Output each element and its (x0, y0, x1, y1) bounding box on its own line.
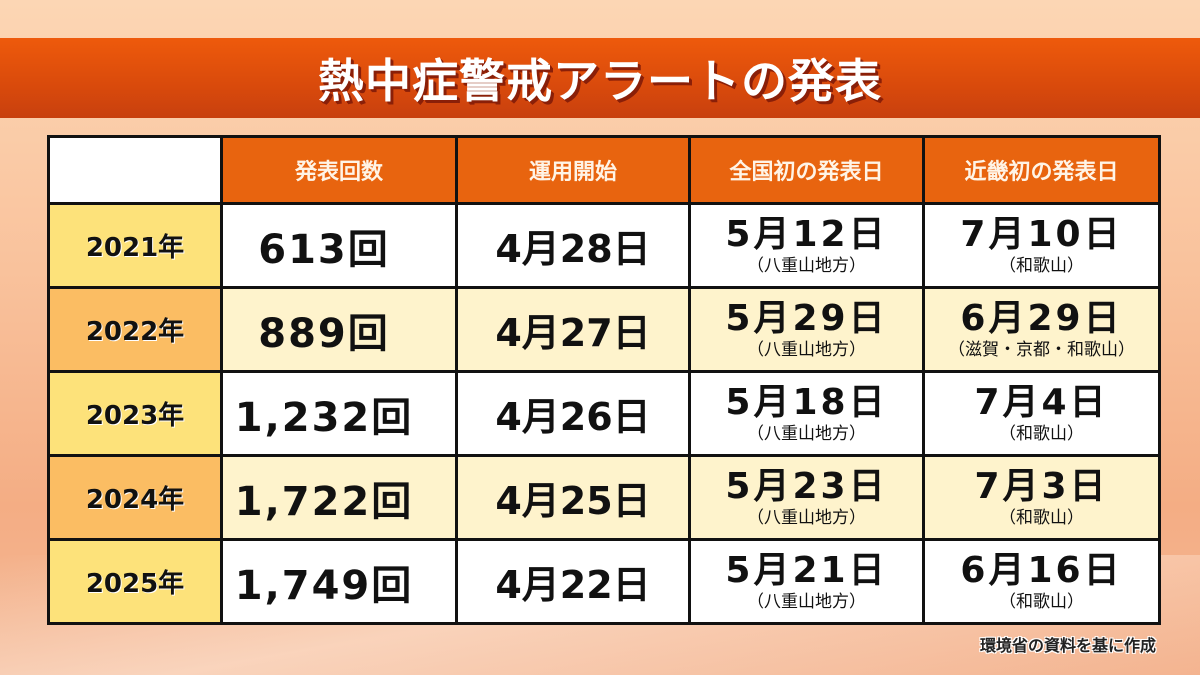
table-row: 2024年 1,722回 4月25日 5月23日 （八重山地方） 7月3日 （和… (47, 454, 1161, 541)
first-kinki-cell: 7月3日 （和歌山） (922, 454, 1161, 541)
first-date: 5月18日 (725, 381, 888, 423)
kinki-area: （和歌山） (999, 591, 1084, 612)
first-date: 5月21日 (725, 549, 888, 591)
start-cell: 4月22日 (455, 538, 691, 625)
kinki-date: 7月4日 (974, 381, 1109, 423)
year-cell: 2023年 (47, 370, 223, 457)
header-start: 運用開始 (455, 135, 691, 205)
table-row: 2021年 613回 4月28日 5月12日 （八重山地方） 7月10日 （和歌… (47, 202, 1161, 289)
alert-table: 発表回数 運用開始 全国初の発表日 近畿初の発表日 2021年 613回 4月2… (47, 135, 1161, 625)
kinki-date: 7月10日 (960, 213, 1123, 255)
count-cell: 1,749回 (220, 538, 458, 625)
start-cell: 4月25日 (455, 454, 691, 541)
first-area: （八重山地方） (747, 591, 866, 612)
first-date: 5月12日 (725, 213, 888, 255)
page-title: 熱中症警戒アラートの発表 (318, 54, 882, 108)
kinki-area: （和歌山） (999, 255, 1084, 276)
start-cell: 4月27日 (455, 286, 691, 373)
first-nationwide-cell: 5月23日 （八重山地方） (688, 454, 925, 541)
kinki-date: 6月16日 (960, 549, 1123, 591)
year-cell: 2021年 (47, 202, 223, 289)
first-area: （八重山地方） (747, 507, 866, 528)
first-kinki-cell: 6月29日 （滋賀・京都・和歌山） (922, 286, 1161, 373)
title-banner: 熱中症警戒アラートの発表 (0, 38, 1200, 118)
first-kinki-cell: 6月16日 （和歌山） (922, 538, 1161, 625)
first-area: （八重山地方） (747, 423, 866, 444)
first-nationwide-cell: 5月18日 （八重山地方） (688, 370, 925, 457)
first-date: 5月23日 (725, 465, 888, 507)
first-kinki-cell: 7月4日 （和歌山） (922, 370, 1161, 457)
table-row: 2023年 1,232回 4月26日 5月18日 （八重山地方） 7月4日 （和… (47, 370, 1161, 457)
kinki-area: （和歌山） (999, 423, 1084, 444)
year-cell: 2024年 (47, 454, 223, 541)
count-cell: 1,232回 (220, 370, 458, 457)
start-cell: 4月26日 (455, 370, 691, 457)
table-row: 2025年 1,749回 4月22日 5月21日 （八重山地方） 6月16日 （… (47, 538, 1161, 625)
header-count: 発表回数 (220, 135, 458, 205)
count-cell: 613回 (220, 202, 458, 289)
table-row: 2022年 889回 4月27日 5月29日 （八重山地方） 6月29日 （滋賀… (47, 286, 1161, 373)
year-cell: 2022年 (47, 286, 223, 373)
first-nationwide-cell: 5月12日 （八重山地方） (688, 202, 925, 289)
source-note: 環境省の資料を基に作成 (979, 636, 1156, 655)
header-first-kinki: 近畿初の発表日 (922, 135, 1161, 205)
first-kinki-cell: 7月10日 （和歌山） (922, 202, 1161, 289)
kinki-date: 7月3日 (974, 465, 1109, 507)
year-cell: 2025年 (47, 538, 223, 625)
start-cell: 4月28日 (455, 202, 691, 289)
first-nationwide-cell: 5月29日 （八重山地方） (688, 286, 925, 373)
kinki-area: （滋賀・京都・和歌山） (948, 339, 1135, 360)
count-cell: 889回 (220, 286, 458, 373)
header-row: 発表回数 運用開始 全国初の発表日 近畿初の発表日 (47, 135, 1161, 205)
first-date: 5月29日 (725, 297, 888, 339)
first-area: （八重山地方） (747, 339, 866, 360)
kinki-date: 6月29日 (960, 297, 1123, 339)
header-corner (47, 135, 223, 205)
header-first-nationwide: 全国初の発表日 (688, 135, 925, 205)
first-nationwide-cell: 5月21日 （八重山地方） (688, 538, 925, 625)
first-area: （八重山地方） (747, 255, 866, 276)
kinki-area: （和歌山） (999, 507, 1084, 528)
count-cell: 1,722回 (220, 454, 458, 541)
